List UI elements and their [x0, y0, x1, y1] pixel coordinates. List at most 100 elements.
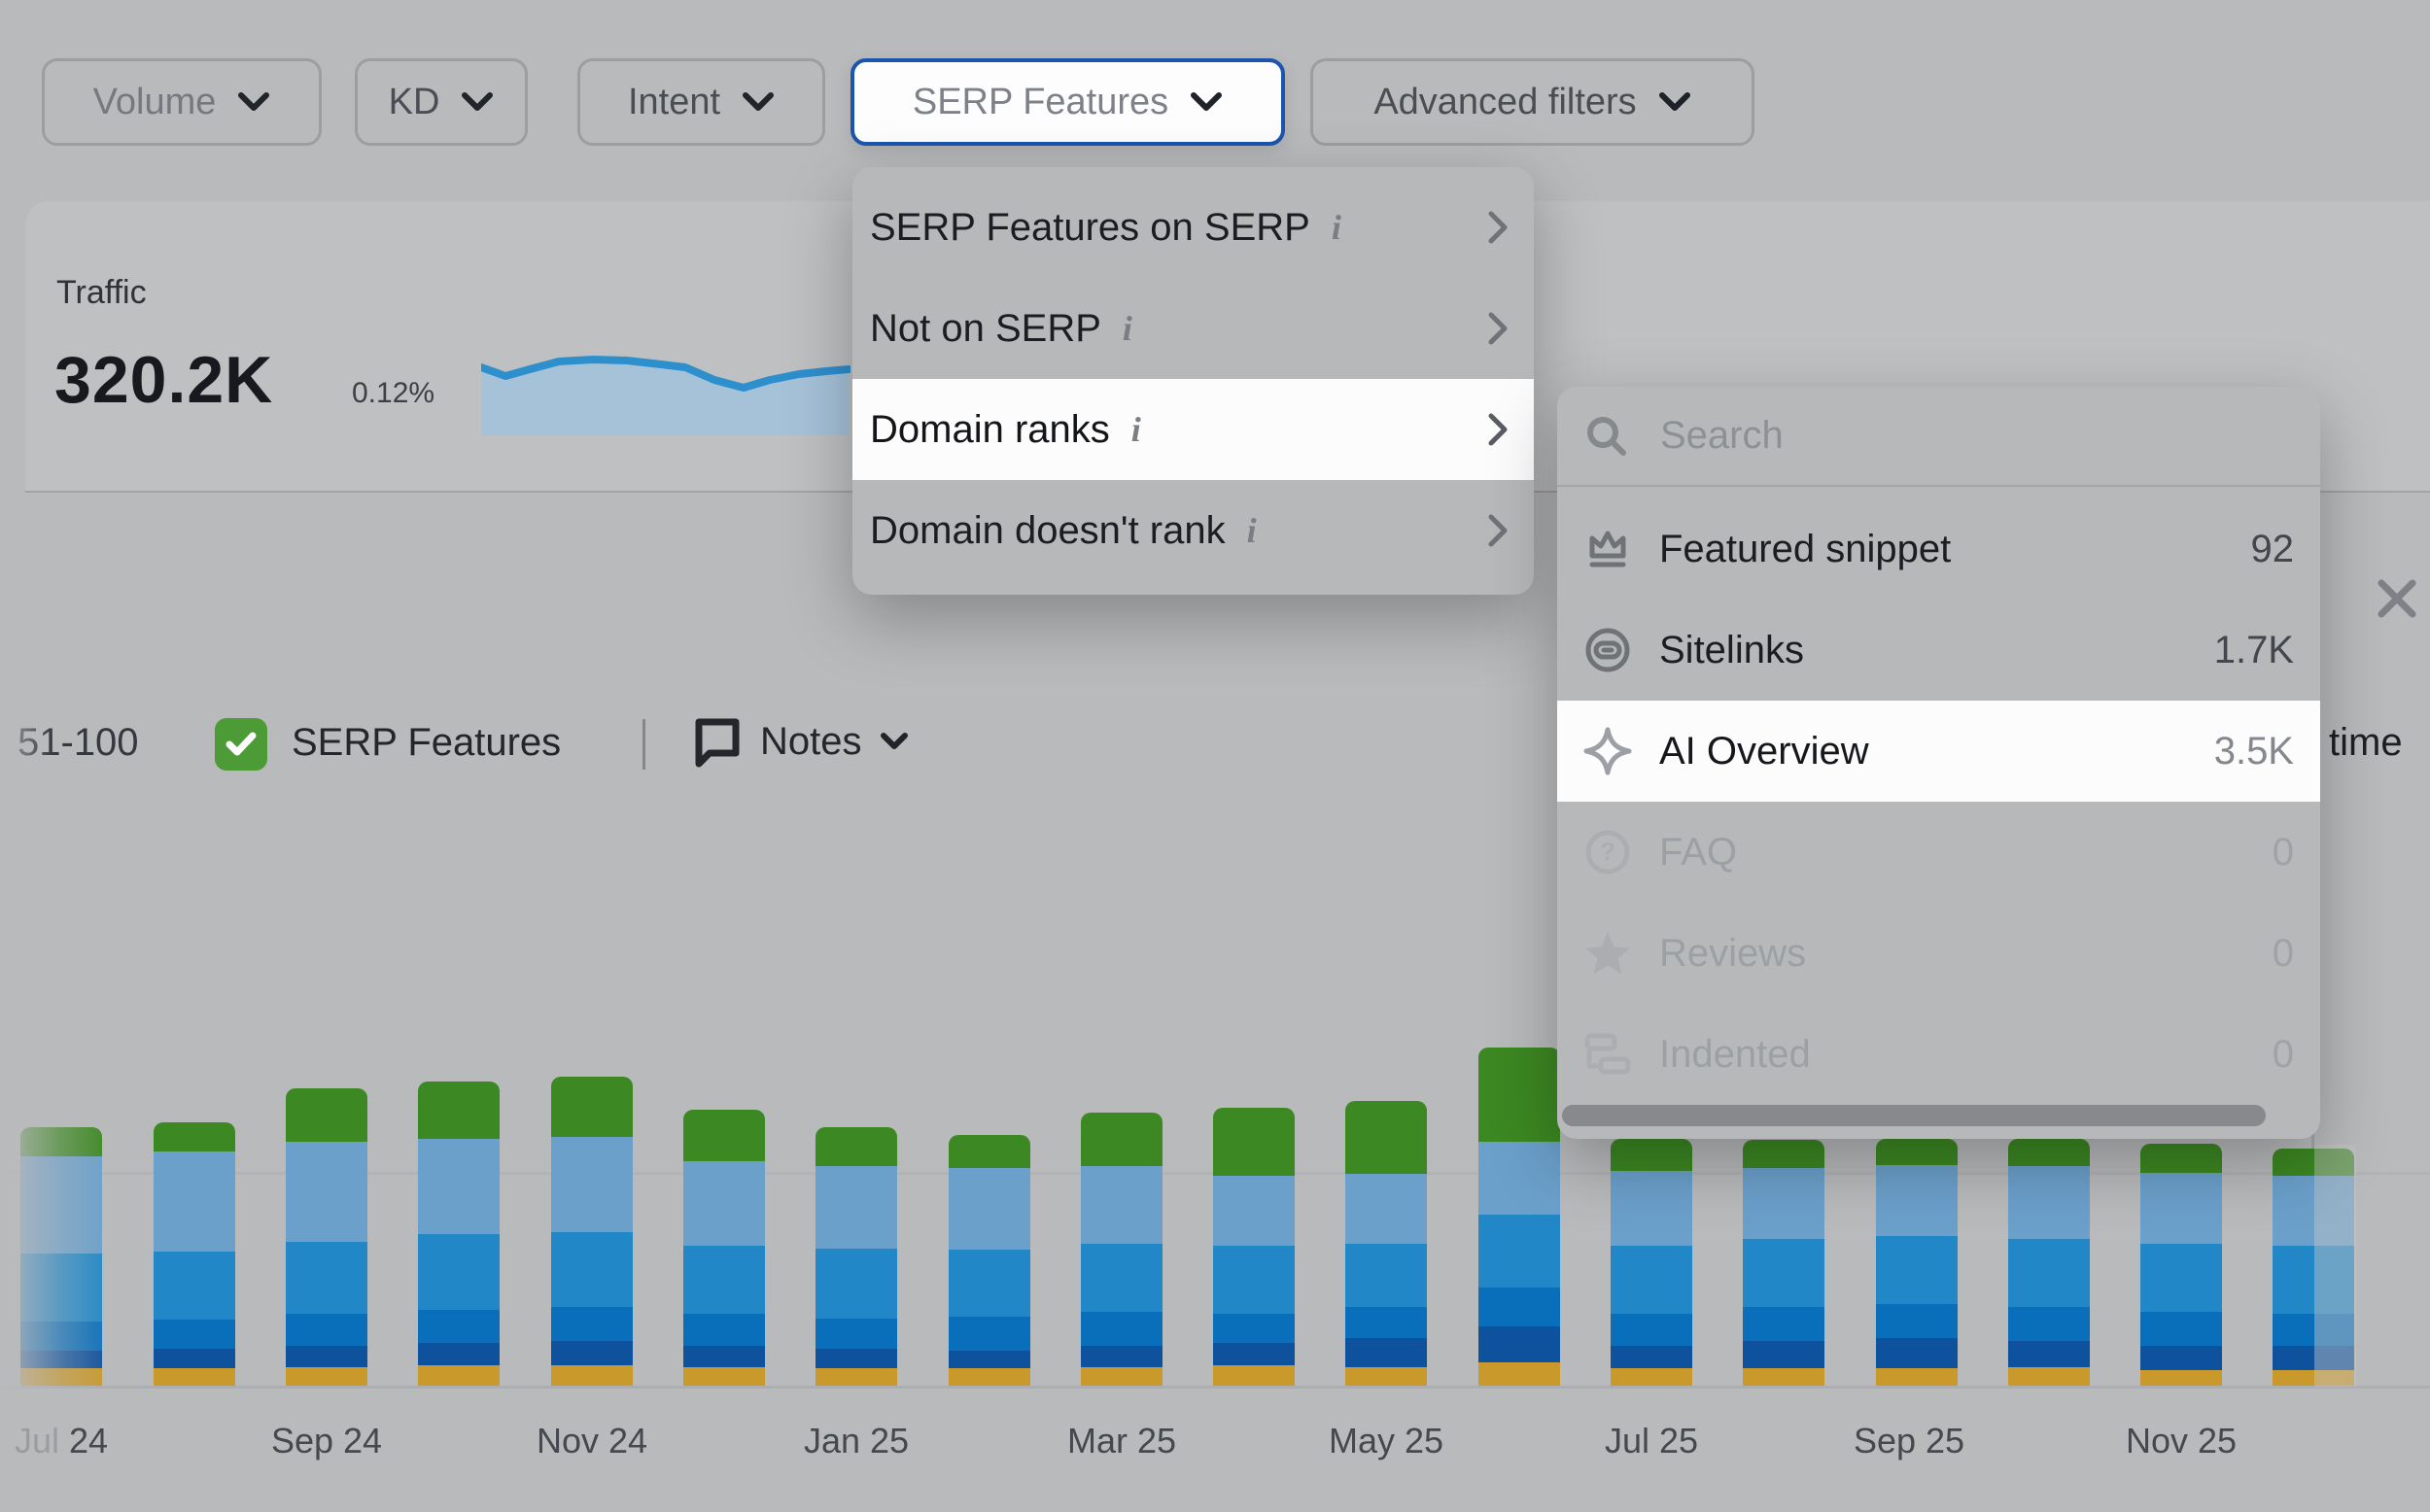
bar-segment	[154, 1252, 235, 1320]
bar-segment	[1478, 1326, 1560, 1362]
svg-text:?: ?	[1600, 837, 1615, 866]
bar-segment	[683, 1246, 765, 1314]
link-icon	[1583, 626, 1632, 674]
bar-segment	[286, 1367, 367, 1387]
bar-segment	[1345, 1367, 1427, 1387]
bar-segment	[949, 1250, 1030, 1317]
submenu-item-indented[interactable]: Indented 0	[1557, 1004, 2320, 1105]
bar-segment	[949, 1368, 1030, 1387]
bar-segment	[551, 1137, 633, 1232]
note-flag-icon	[695, 718, 740, 768]
bar-segment	[1611, 1346, 1692, 1368]
bar-segment	[1345, 1338, 1427, 1367]
bar-segment	[1081, 1312, 1163, 1346]
bar-segment	[2008, 1166, 2090, 1239]
bar-segment	[683, 1314, 765, 1346]
bar-segment	[1081, 1367, 1163, 1387]
bar-segment	[1081, 1113, 1163, 1166]
bar-segment	[816, 1166, 897, 1249]
chevron-down-icon	[238, 92, 270, 111]
axis-label: Sep 24	[270, 1421, 383, 1460]
bar-segment	[1081, 1346, 1163, 1367]
bar-segment	[2273, 1246, 2354, 1314]
bar-segment	[286, 1314, 367, 1346]
submenu-item-featured-snippet[interactable]: Featured snippet 92	[1557, 498, 2320, 600]
filter-kd-button[interactable]: KD	[355, 58, 528, 146]
bar-segment	[2008, 1307, 2090, 1341]
submenu-item-count: 3.5K	[2213, 729, 2294, 773]
bar-segment	[2140, 1144, 2222, 1173]
bar-segment	[1345, 1101, 1427, 1174]
filter-advanced-button[interactable]: Advanced filters	[1310, 58, 1754, 146]
submenu-item-label: Sitelinks	[1659, 628, 1804, 671]
menu-item-label: Domain ranks	[870, 407, 1110, 451]
bar-segment	[2008, 1367, 2090, 1387]
close-icon[interactable]	[2374, 575, 2420, 622]
bar-segment	[1478, 1142, 1560, 1215]
bar-segment	[1876, 1139, 1958, 1165]
chart-axis-line	[0, 1386, 2430, 1389]
menu-item-serp-features-on-serp[interactable]: SERP Features on SERP i	[852, 177, 1534, 278]
bar-segment	[1081, 1166, 1163, 1244]
filter-volume-button[interactable]: Volume	[42, 58, 322, 146]
toolbar-divider	[642, 719, 645, 770]
menu-item-label: Domain doesn't rank	[870, 508, 1226, 552]
filter-advanced-label: Advanced filters	[1373, 81, 1637, 122]
menu-item-domain-doesn-t-rank[interactable]: Domain doesn't rank i	[852, 480, 1534, 581]
chevron-right-icon	[1488, 514, 1508, 547]
bar-segment	[1743, 1239, 1824, 1307]
submenu-item-reviews[interactable]: Reviews 0	[1557, 903, 2320, 1004]
axis-label: Jul 24	[14, 1421, 109, 1460]
bar-segment	[1876, 1338, 1958, 1368]
bar-segment	[2273, 1370, 2354, 1387]
filter-intent-button[interactable]: Intent	[577, 58, 825, 146]
bar-segment	[1478, 1215, 1560, 1288]
bar-segment	[1743, 1140, 1824, 1168]
bar-segment	[154, 1122, 235, 1151]
submenu-search-input[interactable]: Search	[1557, 387, 2320, 485]
bar-segment	[1213, 1176, 1295, 1246]
bar-segment	[2140, 1346, 2222, 1370]
bar-segment	[2273, 1176, 2354, 1246]
traffic-delta: 0.12%	[352, 377, 435, 409]
chart-left-fade	[0, 1098, 115, 1392]
star-icon	[1583, 929, 1632, 978]
filter-serp-features-button[interactable]: SERP Features	[850, 58, 1285, 146]
bar-segment	[816, 1368, 897, 1387]
bar-segment	[2273, 1314, 2354, 1346]
menu-item-domain-ranks[interactable]: Domain ranks i	[852, 379, 1534, 480]
submenu-item-ai-overview[interactable]: AI Overview 3.5K	[1557, 701, 2320, 802]
bar-segment	[2273, 1346, 2354, 1370]
submenu-item-faq[interactable]: ? FAQ 0	[1557, 802, 2320, 903]
bar-segment	[286, 1346, 367, 1367]
menu-item-label: Not on SERP	[870, 306, 1101, 350]
bar-segment	[1213, 1365, 1295, 1387]
notes-dropdown[interactable]: Notes	[692, 715, 909, 768]
search-icon	[1587, 416, 1626, 456]
chevron-right-icon	[1488, 312, 1508, 345]
bar-segment	[2273, 1149, 2354, 1176]
bar-segment	[551, 1365, 633, 1387]
bar-segment	[2140, 1244, 2222, 1312]
filter-serp-features-label: SERP Features	[912, 81, 1169, 122]
bar-segment	[2008, 1341, 2090, 1367]
axis-label: May 25	[1328, 1421, 1444, 1460]
submenu-horizontal-scrollbar[interactable]	[1562, 1105, 2266, 1126]
current-month-bar-fade	[2314, 1145, 2356, 1387]
serp-features-checkbox[interactable]	[215, 718, 267, 771]
submenu-item-count: 1.7K	[2213, 628, 2294, 671]
bar-segment	[1743, 1307, 1824, 1341]
menu-item-not-on-serp[interactable]: Not on SERP i	[852, 278, 1534, 379]
traffic-value: 320.2K	[54, 343, 274, 417]
bar-segment	[949, 1168, 1030, 1250]
bar-segment	[1213, 1246, 1295, 1314]
bar-segment	[1611, 1171, 1692, 1246]
axis-label: Nov 24	[536, 1421, 648, 1460]
serp-features-dropdown-menu: SERP Features on SERP i Not on SERP i Domain…	[852, 167, 1534, 595]
submenu-item-sitelinks[interactable]: Sitelinks 1.7K	[1557, 600, 2320, 701]
bar-segment	[1081, 1244, 1163, 1312]
serp-features-checkbox-label[interactable]: SERP Features	[292, 721, 562, 764]
bar-segment	[1213, 1108, 1295, 1176]
bar-segment	[2008, 1139, 2090, 1166]
chevron-down-icon	[1191, 92, 1223, 111]
